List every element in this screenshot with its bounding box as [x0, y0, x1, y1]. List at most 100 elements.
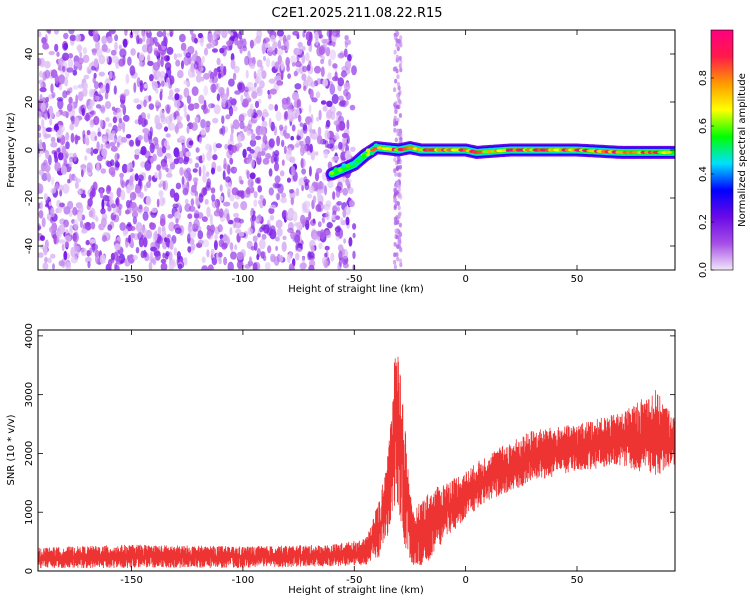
heatmap-cell [260, 251, 266, 256]
heatmap-cell [395, 252, 399, 257]
heatmap-cell [268, 168, 273, 177]
heatmap-cell [268, 78, 276, 84]
heatmap-cell [343, 48, 348, 58]
heatmap-cell [217, 72, 222, 79]
heatmap-cell [211, 257, 218, 266]
heatmap-cell [274, 104, 279, 112]
heatmap-cell [275, 245, 278, 251]
heatmap-cell [119, 172, 124, 178]
heatmap-cell [398, 258, 403, 264]
heatmap-cell [188, 140, 194, 146]
heatmap-cell [54, 161, 61, 172]
heatmap-cell [76, 57, 84, 65]
heatmap-cell [308, 251, 315, 259]
heatmap-cell [178, 135, 186, 144]
heatmap-cell [247, 108, 254, 118]
heatmap-cell [229, 227, 233, 236]
heatmap-cell [45, 96, 49, 103]
heatmap-cell [95, 216, 99, 222]
heatmap-cell [126, 255, 130, 261]
heatmap-cell [51, 176, 55, 186]
heatmap-cell [295, 60, 302, 68]
heatmap-cell [186, 125, 190, 134]
heatmap-cell [319, 137, 323, 145]
heatmap-cell [253, 191, 258, 199]
heatmap-cell [290, 165, 296, 176]
heatmap-cell [337, 95, 344, 101]
heatmap-cell [303, 200, 311, 209]
heatmap-cell [262, 157, 270, 165]
heatmap-cell [137, 135, 143, 141]
heatmap-cell [140, 227, 145, 235]
heatmap-cell [395, 54, 399, 60]
heatmap-cell [105, 160, 110, 166]
heatmap-cell [89, 99, 95, 107]
heatmap-cell [43, 193, 48, 201]
heatmap-cell [210, 187, 216, 194]
heatmap-cell [340, 72, 348, 77]
heatmap-cell [225, 45, 233, 51]
heatmap-cell [329, 49, 337, 60]
heatmap-cell [314, 171, 320, 182]
heatmap-cell [211, 194, 216, 202]
heatmap-cell [336, 111, 342, 117]
heatmap-cell [136, 77, 141, 88]
heatmap-cell [161, 146, 167, 154]
heatmap-cell [218, 208, 224, 219]
heatmap-cell [38, 124, 42, 132]
y-tick-label: 2000 [24, 441, 35, 466]
heatmap-cell [292, 30, 300, 36]
heatmap-cell [87, 69, 92, 75]
heatmap-cell [154, 171, 158, 179]
signal-hotspot [341, 163, 347, 168]
heatmap-cell [50, 83, 54, 94]
heatmap-cell [174, 100, 181, 108]
heatmap-cell [216, 165, 222, 172]
heatmap-cell [337, 52, 345, 59]
heatmap-cell [228, 78, 235, 87]
colorbar-gradient [710, 29, 734, 271]
heatmap-cell [284, 111, 288, 119]
heatmap-cell [305, 135, 311, 146]
heatmap-cell [332, 76, 339, 82]
heatmap-cell [209, 214, 213, 225]
heatmap-cell [45, 127, 53, 132]
heatmap-cell [114, 41, 118, 51]
x-tick-label: -50 [346, 274, 362, 285]
heatmap-cell [166, 67, 172, 78]
heatmap-cell [326, 222, 333, 229]
heatmap-cell [318, 46, 325, 56]
heatmap-cell [253, 241, 258, 251]
heatmap-cell [169, 31, 173, 38]
heatmap-cell [39, 70, 43, 78]
heatmap-cell [253, 71, 257, 79]
heatmap-cell [53, 124, 60, 131]
heatmap-cell [68, 96, 73, 104]
heatmap-cell [168, 75, 175, 85]
spectrogram-ylabel: Frequency (Hz) [6, 112, 17, 188]
signal-hotspot [501, 148, 508, 152]
heatmap-cell [324, 245, 330, 251]
heatmap-cell [275, 219, 283, 229]
heatmap-cell [105, 82, 110, 94]
heatmap-cell [295, 243, 299, 251]
heatmap-cell [70, 115, 75, 125]
heatmap-cell [57, 58, 63, 64]
heatmap-cell [51, 92, 56, 98]
heatmap-cell [194, 116, 199, 123]
heatmap-cell [115, 207, 119, 214]
heatmap-cell [308, 31, 313, 43]
heatmap-cell [115, 198, 119, 205]
heatmap-cell [75, 34, 82, 42]
heatmap-cell [201, 153, 205, 163]
heatmap-cell [342, 248, 349, 260]
heatmap-cell [287, 227, 294, 233]
heatmap-cell [215, 83, 219, 90]
heatmap-cell [143, 228, 147, 239]
heatmap-cell [163, 126, 169, 132]
heatmap-cell [304, 182, 310, 191]
heatmap-cell [159, 109, 165, 120]
heatmap-cell [198, 61, 204, 72]
heatmap-cell [100, 104, 106, 114]
heatmap-cell [326, 109, 333, 119]
